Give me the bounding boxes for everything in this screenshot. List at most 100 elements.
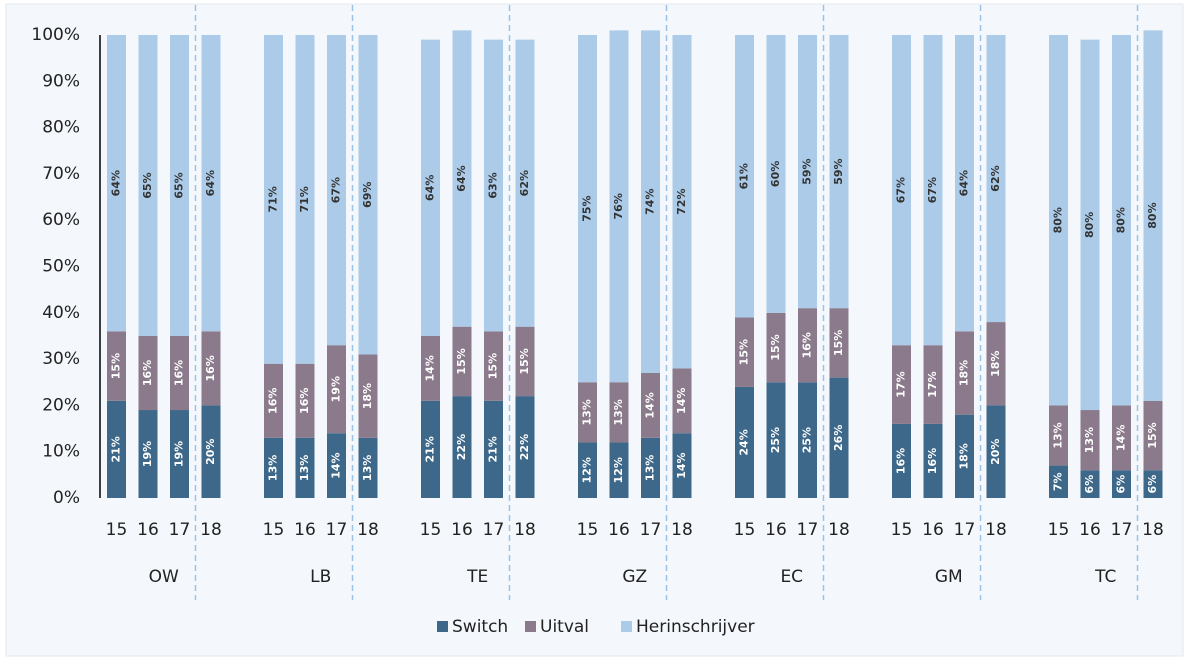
value-label: 13% — [581, 399, 594, 425]
value-label: 14% — [1115, 425, 1128, 451]
value-label: 59% — [832, 158, 845, 184]
value-label: 80% — [1146, 202, 1159, 228]
bar-segment — [358, 354, 378, 438]
bar-segment — [170, 410, 189, 498]
bar-segment — [766, 312, 786, 383]
value-label: 26% — [832, 425, 845, 451]
legend-label: Herinschrijver — [636, 617, 755, 637]
value-label: 64% — [204, 170, 217, 196]
value-label: 19% — [141, 441, 154, 467]
value-label: 14% — [675, 388, 688, 414]
bar-segment — [170, 335, 189, 411]
bar-segment — [327, 35, 346, 346]
bar-segment — [327, 433, 346, 498]
value-label: 14% — [675, 452, 688, 478]
value-label: 18% — [361, 383, 374, 409]
group-label: LB — [310, 567, 331, 587]
y-tick-label: 30% — [42, 349, 80, 369]
value-label: 17% — [926, 371, 939, 397]
bar-segment — [452, 396, 472, 498]
value-label: 65% — [141, 172, 154, 198]
bar-segment — [138, 410, 158, 498]
value-label: 6% — [1115, 475, 1128, 494]
value-label: 15% — [738, 339, 751, 365]
value-label: 69% — [361, 182, 374, 208]
value-label: 16% — [267, 388, 280, 414]
bar-segment — [201, 35, 221, 332]
value-label: 18% — [989, 351, 1002, 377]
bar-segment — [264, 35, 283, 364]
value-label: 13% — [1083, 427, 1096, 453]
value-label: 12% — [612, 457, 625, 483]
bar-segment — [672, 35, 692, 369]
value-label: 80% — [1052, 207, 1065, 233]
value-label: 80% — [1115, 207, 1128, 233]
bar-segment — [201, 405, 221, 498]
value-label: 16% — [204, 355, 217, 381]
x-tick-label: 15 — [106, 520, 128, 540]
bar-segment — [798, 382, 817, 498]
value-label: 16% — [141, 360, 154, 386]
x-tick-label: 17 — [1111, 520, 1133, 540]
value-label: 74% — [644, 189, 657, 215]
bar-segment — [1112, 35, 1131, 406]
value-label: 13% — [267, 455, 280, 481]
value-label: 19% — [330, 376, 343, 402]
bar-segment — [1143, 30, 1163, 401]
x-tick-label: 16 — [1079, 520, 1101, 540]
bar-segment — [829, 308, 849, 378]
x-tick-label: 16 — [608, 520, 630, 540]
value-label: 14% — [644, 392, 657, 418]
bar-segment — [452, 326, 472, 397]
bar-segment — [735, 35, 754, 318]
value-label: 6% — [1146, 475, 1159, 494]
bar-segment — [295, 437, 315, 498]
value-label: 15% — [455, 348, 468, 374]
bar-segment — [672, 433, 692, 498]
value-label: 60% — [769, 161, 782, 187]
y-tick-label: 40% — [42, 303, 80, 323]
x-tick-label: 15 — [1048, 520, 1070, 540]
value-label: 71% — [267, 186, 280, 212]
value-label: 76% — [612, 193, 625, 219]
y-tick-label: 20% — [42, 395, 80, 415]
value-label: 67% — [895, 177, 908, 203]
bar-segment — [138, 35, 158, 336]
value-label: 64% — [424, 175, 437, 201]
value-label: 15% — [487, 353, 500, 379]
value-label: 7% — [1052, 472, 1065, 491]
value-label: 18% — [958, 360, 971, 386]
bar-segment — [421, 400, 440, 498]
legend-label: Switch — [452, 617, 508, 637]
value-label: 15% — [110, 353, 123, 379]
x-tick-label: 17 — [169, 520, 191, 540]
bar-segment — [1080, 470, 1100, 498]
bar-segment — [421, 335, 440, 401]
y-tick-label: 100% — [31, 25, 80, 45]
y-tick-label: 0% — [53, 488, 80, 508]
bar-segment — [452, 30, 472, 327]
bar-segment — [923, 423, 943, 498]
y-tick-label: 50% — [42, 257, 80, 277]
bar-segment — [295, 363, 315, 438]
value-label: 12% — [581, 457, 594, 483]
bar-segment — [1049, 35, 1068, 406]
bar-segment — [578, 35, 597, 383]
bar-segment — [798, 308, 817, 383]
value-label: 64% — [110, 170, 123, 196]
bar-segment — [892, 345, 911, 424]
value-label: 13% — [1052, 422, 1065, 448]
y-tick-label: 60% — [42, 210, 80, 230]
y-tick-label: 10% — [42, 442, 80, 462]
group-label: TE — [466, 567, 488, 587]
bar-segment — [1049, 465, 1068, 498]
value-label: 15% — [769, 334, 782, 360]
value-label: 72% — [675, 189, 688, 215]
bar-segment — [264, 363, 283, 438]
y-tick-label: 80% — [42, 118, 80, 138]
value-label: 13% — [361, 455, 374, 481]
x-tick-label: 17 — [326, 520, 348, 540]
value-label: 20% — [989, 439, 1002, 465]
bar-segment — [986, 405, 1006, 498]
value-label: 67% — [330, 177, 343, 203]
